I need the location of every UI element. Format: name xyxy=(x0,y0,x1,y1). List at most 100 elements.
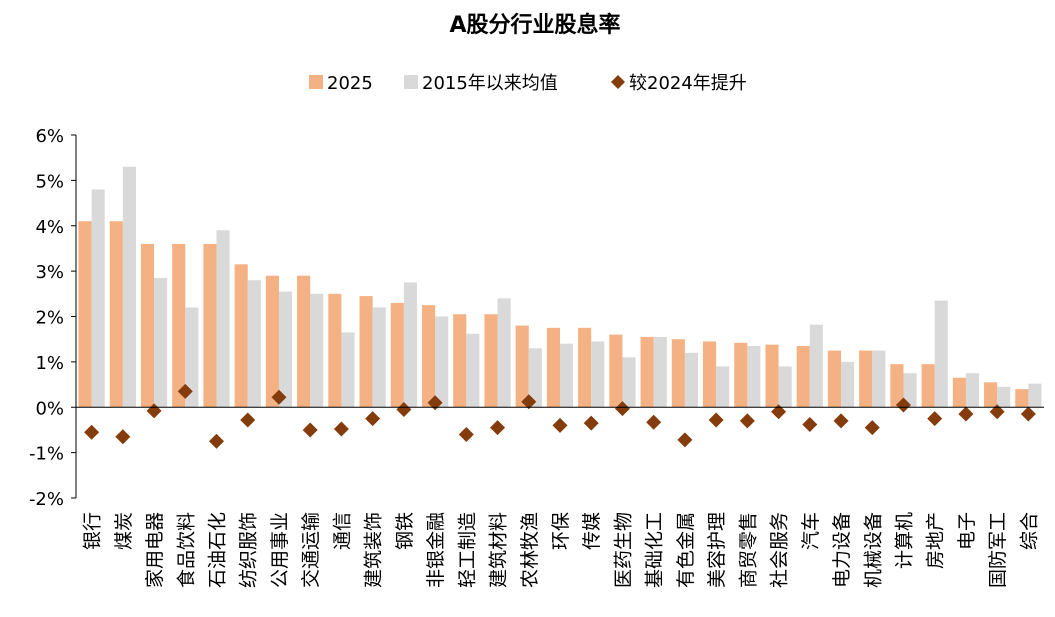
bar-2025 xyxy=(328,293,342,408)
bar-2025 xyxy=(765,344,779,408)
y-tick-label: 5% xyxy=(35,171,64,192)
y-tick-label: 0% xyxy=(35,398,64,419)
marker-change-vs-2024 xyxy=(552,417,568,433)
y-tick-label: 3% xyxy=(35,262,64,283)
x-category-label: 建筑装饰 xyxy=(363,512,385,588)
x-category-label: 食品饮料 xyxy=(175,512,197,588)
bar-2025 xyxy=(890,364,904,408)
bar-2025 xyxy=(734,342,748,408)
marker-change-vs-2024 xyxy=(614,401,630,417)
x-category-label: 环保 xyxy=(550,512,572,550)
legend-label-2: 较2024年提升 xyxy=(629,73,747,94)
marker-change-vs-2024 xyxy=(333,421,349,437)
chart-title: A股分行业股息率 xyxy=(449,12,620,38)
x-category-label: 非银金融 xyxy=(425,512,447,588)
bar-2015-avg xyxy=(747,345,761,408)
bar-2025 xyxy=(921,364,935,408)
marker-change-vs-2024 xyxy=(115,429,131,445)
bar-2025 xyxy=(984,382,998,408)
bar-2015-avg xyxy=(216,230,230,408)
bar-2015-avg xyxy=(341,332,355,408)
bar-2015-avg xyxy=(185,307,199,408)
x-category-label: 电力设备 xyxy=(831,512,853,588)
marker-change-vs-2024 xyxy=(84,424,100,440)
x-category-label: 纺织服饰 xyxy=(238,512,260,588)
bar-2015-avg xyxy=(497,298,511,408)
x-category-label: 石油石化 xyxy=(207,512,229,588)
x-category-label: 煤炭 xyxy=(113,512,135,550)
y-axis: -2% -1% 0% 1% 2% 3% 4% 5% 6% xyxy=(29,126,77,510)
x-category-label: 公用事业 xyxy=(269,512,291,588)
x-category-label: 美容护理 xyxy=(706,512,728,588)
marker-change-vs-2024 xyxy=(490,420,506,436)
x-category-label: 国防军工 xyxy=(987,512,1009,588)
marker-change-vs-2024 xyxy=(677,432,693,448)
x-category-label: 综合 xyxy=(1018,512,1040,550)
bar-2025 xyxy=(140,243,155,408)
marker-change-vs-2024 xyxy=(958,406,974,422)
legend: 2025 2015年以来均值 较2024年提升 xyxy=(309,73,747,94)
x-axis: 银行 煤炭 家用电器 食品饮料 石油石化 纺织服饰 公用事业 交通运输 通信 建筑装饰 钢铁 非银金融… xyxy=(76,406,1044,588)
legend-swatch-2 xyxy=(611,75,625,89)
bar-2025 xyxy=(640,336,654,408)
bar-2025 xyxy=(359,296,373,408)
bar-2025 xyxy=(203,243,217,408)
marker-change-vs-2024 xyxy=(427,395,443,411)
bar-2015-avg xyxy=(310,293,324,408)
x-category-label: 商贸零售 xyxy=(737,512,759,588)
bar-2025 xyxy=(952,377,966,408)
marker-change-vs-2024 xyxy=(864,420,880,436)
bar-2015-avg xyxy=(528,348,542,408)
bar-2015-avg xyxy=(653,336,667,408)
bar-2025 xyxy=(1015,389,1029,408)
marker-change-vs-2024 xyxy=(646,414,662,430)
y-tick-label: 6% xyxy=(35,126,64,147)
x-category-label: 基础化工 xyxy=(644,512,666,588)
marker-change-vs-2024 xyxy=(240,412,256,428)
marker-change-vs-2024 xyxy=(583,415,599,431)
bar-2015-avg xyxy=(435,316,449,408)
x-category-label: 家用电器 xyxy=(144,512,166,588)
bar-2025 xyxy=(703,341,717,408)
marker-change-vs-2024 xyxy=(458,426,474,442)
x-category-label: 房地产 xyxy=(925,512,947,569)
x-category-label: 机械设备 xyxy=(862,512,884,588)
bar-2015-avg xyxy=(247,280,261,408)
bar-2025 xyxy=(671,339,685,408)
x-category-label: 社会服务 xyxy=(769,512,791,588)
marker-change-vs-2024 xyxy=(708,412,724,428)
bar-2015-avg xyxy=(372,307,386,408)
x-category-label: 传媒 xyxy=(581,512,603,550)
y-tick-label: 4% xyxy=(35,217,64,238)
bar-2015-avg xyxy=(278,291,293,408)
x-category-label: 轻工制造 xyxy=(456,512,478,588)
marker-change-vs-2024 xyxy=(927,411,943,427)
x-category-label: 钢铁 xyxy=(394,512,416,550)
bar-2015-avg xyxy=(403,282,417,408)
bar-2025 xyxy=(453,314,467,408)
bar-2015-avg xyxy=(778,366,792,408)
bar-2015-avg xyxy=(154,277,168,408)
bar-2015-avg xyxy=(466,333,480,408)
bar-2015-avg xyxy=(1028,383,1042,408)
bar-2025 xyxy=(859,350,873,408)
bar-2015-avg xyxy=(122,166,136,408)
marker-change-vs-2024 xyxy=(521,394,537,410)
bar-2015-avg xyxy=(934,300,948,408)
marker-change-vs-2024 xyxy=(771,404,787,420)
bar-2025 xyxy=(78,221,92,408)
bar-2025 xyxy=(297,275,311,408)
bar-2025 xyxy=(609,334,623,408)
marker-change-vs-2024 xyxy=(177,383,193,399)
marker-change-vs-2024 xyxy=(989,404,1005,420)
legend-swatch-1 xyxy=(404,75,418,89)
x-category-label: 交通运输 xyxy=(300,512,322,588)
x-category-label: 建筑材料 xyxy=(488,512,510,588)
bar-2025 xyxy=(515,325,529,408)
marker-change-vs-2024 xyxy=(271,389,287,405)
bar-2025 xyxy=(234,264,248,408)
bar-2015-avg xyxy=(841,361,855,408)
marker-change-vs-2024 xyxy=(802,416,818,432)
